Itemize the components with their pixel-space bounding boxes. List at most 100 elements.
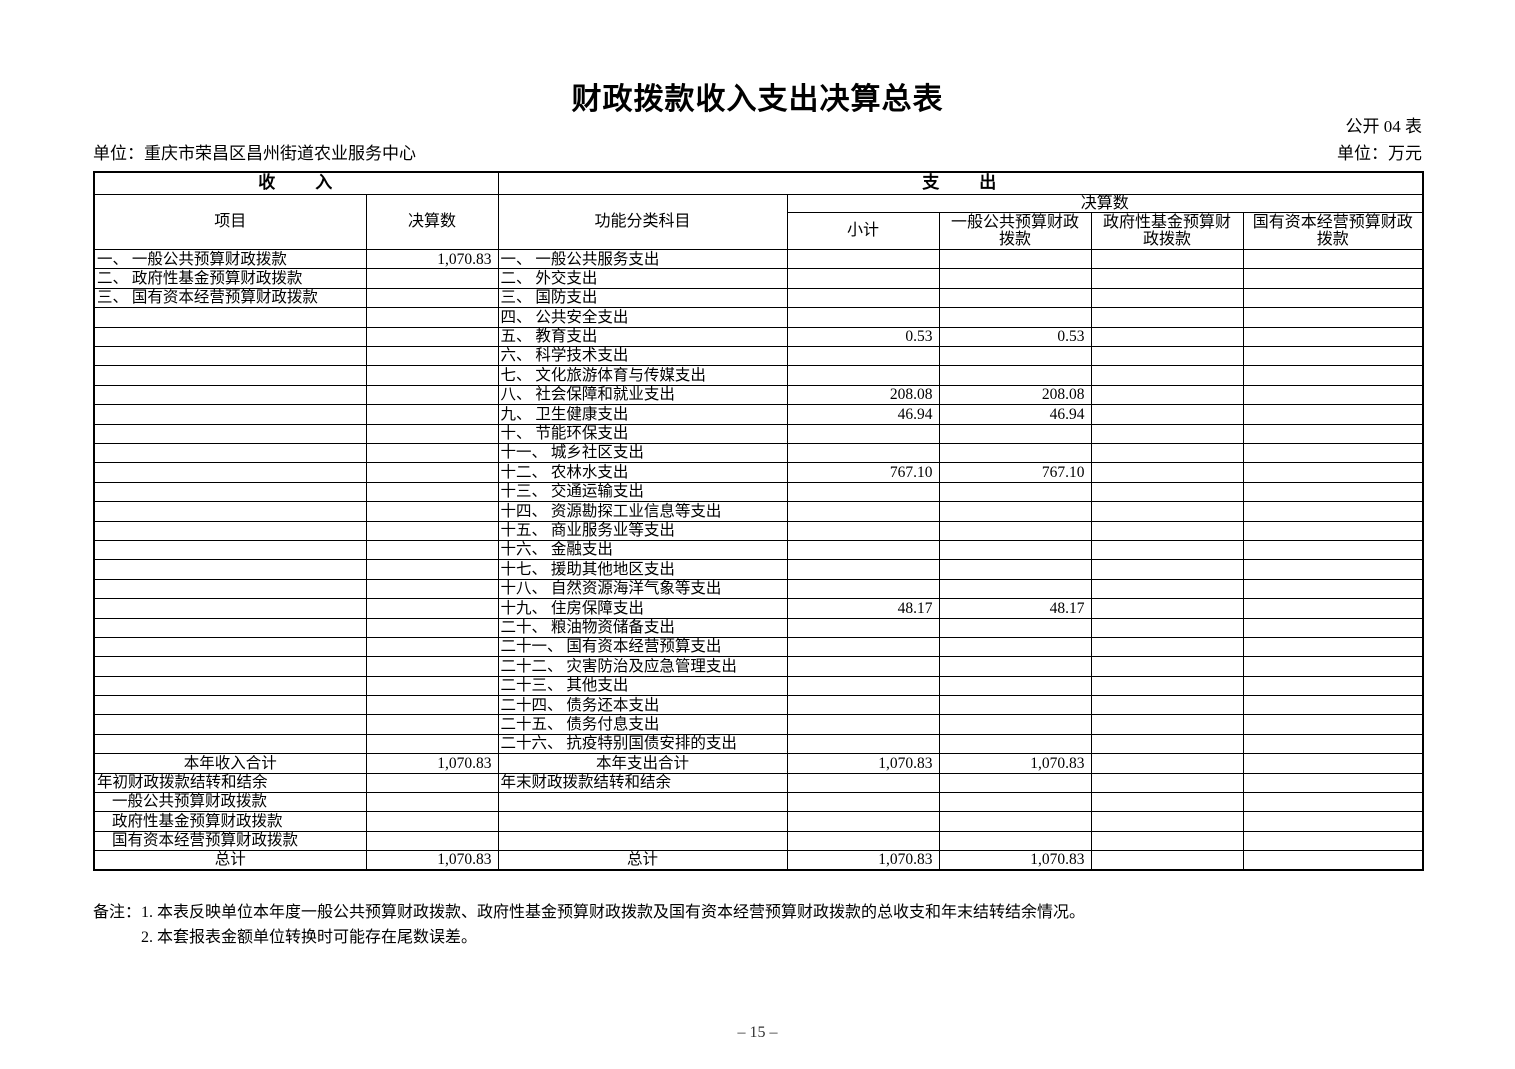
gov-fund-cell: [1090, 695, 1244, 716]
gov-fund-cell: [1090, 404, 1244, 425]
income-item-cell: [93, 695, 367, 716]
gov-fund-cell: [1090, 462, 1244, 483]
gov-fund-cell: [1090, 617, 1244, 638]
state-capital-cell: [1242, 675, 1424, 697]
income-item-cell: [93, 617, 367, 638]
table-row: 十七、 援助其他地区支出: [93, 559, 1424, 580]
income-item-cell: [93, 733, 367, 755]
state-capital-cell: [1242, 714, 1424, 735]
general-budget-cell: [938, 636, 1092, 658]
expense-item-cell: 三、 国防支出: [497, 287, 788, 309]
state-capital-cell: [1242, 617, 1424, 638]
gov-fund-cell: [1090, 442, 1244, 464]
general-budget-cell: [938, 830, 1092, 852]
income-amount-cell: [365, 307, 499, 328]
income-item-cell: 政府性基金预算财政拨款: [93, 811, 367, 832]
general-budget-cell: [938, 365, 1092, 386]
state-capital-cell: [1242, 753, 1424, 774]
income-item-cell: 一、 一般公共预算财政拨款: [93, 249, 367, 270]
income-amount-cell: [365, 656, 499, 677]
gov-fund-cell: [1090, 268, 1244, 289]
income-amount-cell: [365, 675, 499, 697]
subtotal-amount-cell: [786, 520, 940, 541]
income-item-cell: 国有资本经营预算财政拨款: [93, 830, 367, 852]
gov-fund-cell: [1090, 326, 1244, 348]
table-row: 政府性基金预算财政拨款: [93, 811, 1424, 832]
subtotal-amount-cell: 767.10: [786, 462, 940, 483]
subtotal-amount-cell: 46.94: [786, 404, 940, 425]
income-item-cell: [93, 481, 367, 503]
subtotal-amount-cell: [786, 578, 940, 600]
general-budget-cell: 1,070.83: [938, 753, 1092, 774]
income-amount-cell: [365, 811, 499, 832]
table-row: 十五、 商业服务业等支出: [93, 520, 1424, 541]
notes-label: 备注：: [93, 904, 142, 921]
expense-item-cell: 二十六、 抗疫特别国债安排的支出: [497, 733, 788, 755]
general-budget-cell: [938, 539, 1092, 561]
expense-section-header: 支 出: [497, 171, 1424, 195]
table-row: 九、 卫生健康支出 46.94 46.94: [93, 404, 1424, 425]
gov-fund-cell: [1090, 811, 1244, 832]
state-capital-cell: [1242, 539, 1424, 561]
general-budget-cell: [938, 520, 1092, 541]
table-row: 十、 节能环保支出: [93, 423, 1424, 445]
state-capital-cell: [1242, 404, 1424, 425]
state-capital-cell: [1242, 559, 1424, 580]
state-capital-cell: [1242, 656, 1424, 677]
general-budget-cell: [938, 772, 1092, 794]
table-row: 三、 国有资本经营预算财政拨款 三、 国防支出: [93, 287, 1424, 309]
income-amount-cell: [365, 481, 499, 503]
table-row: 二十四、 债务还本支出: [93, 695, 1424, 716]
income-item-cell: [93, 326, 367, 348]
gov-fund-cell: [1090, 792, 1244, 813]
income-amount-cell: [365, 346, 499, 367]
column-header-functional-category: 功能分类科目: [497, 193, 788, 251]
subtotal-amount-cell: 48.17: [786, 598, 940, 619]
table-row: 十九、 住房保障支出 48.17 48.17: [93, 598, 1424, 619]
gov-fund-cell: [1090, 830, 1244, 852]
income-amount-cell: [365, 578, 499, 600]
table-row: 十八、 自然资源海洋气象等支出: [93, 578, 1424, 600]
state-capital-cell: [1242, 598, 1424, 619]
income-item-cell: [93, 423, 367, 445]
subtotal-amount-cell: [786, 307, 940, 328]
note-line-2: 2. 本套报表金额单位转换时可能存在尾数误差。: [141, 928, 478, 946]
general-budget-cell: [938, 792, 1092, 813]
expense-item-cell: 二十、 粮油物资储备支出: [497, 617, 788, 638]
expense-item-cell: 十八、 自然资源海洋气象等支出: [497, 578, 788, 600]
gov-fund-cell: [1090, 307, 1244, 328]
income-item-cell: [93, 578, 367, 600]
income-item-cell: [93, 346, 367, 367]
subtotal-amount-cell: [786, 481, 940, 503]
table-row: 年初财政拨款结转和结余 年末财政拨款结转和结余: [93, 772, 1424, 794]
state-capital-cell: [1242, 384, 1424, 406]
subtotal-amount-cell: [786, 423, 940, 445]
subtotal-amount-cell: [786, 559, 940, 580]
general-budget-cell: [938, 656, 1092, 677]
general-budget-cell: [938, 811, 1092, 832]
general-budget-cell: [938, 675, 1092, 697]
column-header-general-public-budget: 一般公共预算财政拨款: [938, 212, 1092, 251]
general-budget-cell: 1,070.83: [938, 850, 1092, 871]
income-amount-cell: [365, 268, 499, 289]
state-capital-cell: [1242, 772, 1424, 794]
currency-unit-label: 单位：万元: [1337, 144, 1422, 163]
income-item-cell: 年初财政拨款结转和结余: [93, 772, 367, 794]
expense-item-cell: [497, 830, 788, 852]
income-amount-cell: [365, 830, 499, 852]
subtotal-amount-cell: [786, 539, 940, 561]
income-amount-cell: [365, 365, 499, 386]
expense-item-cell: 二、 外交支出: [497, 268, 788, 289]
income-amount-cell: [365, 423, 499, 445]
general-budget-cell: [938, 733, 1092, 755]
income-item-cell: [93, 714, 367, 735]
state-capital-cell: [1242, 326, 1424, 348]
income-amount-cell: [365, 442, 499, 464]
table-row: 二十二、 灾害防治及应急管理支出: [93, 656, 1424, 677]
income-item-cell: [93, 539, 367, 561]
state-capital-cell: [1242, 268, 1424, 289]
general-budget-cell: [938, 307, 1092, 328]
gov-fund-cell: [1090, 714, 1244, 735]
subtotal-amount-cell: [786, 830, 940, 852]
income-amount-cell: [365, 598, 499, 619]
